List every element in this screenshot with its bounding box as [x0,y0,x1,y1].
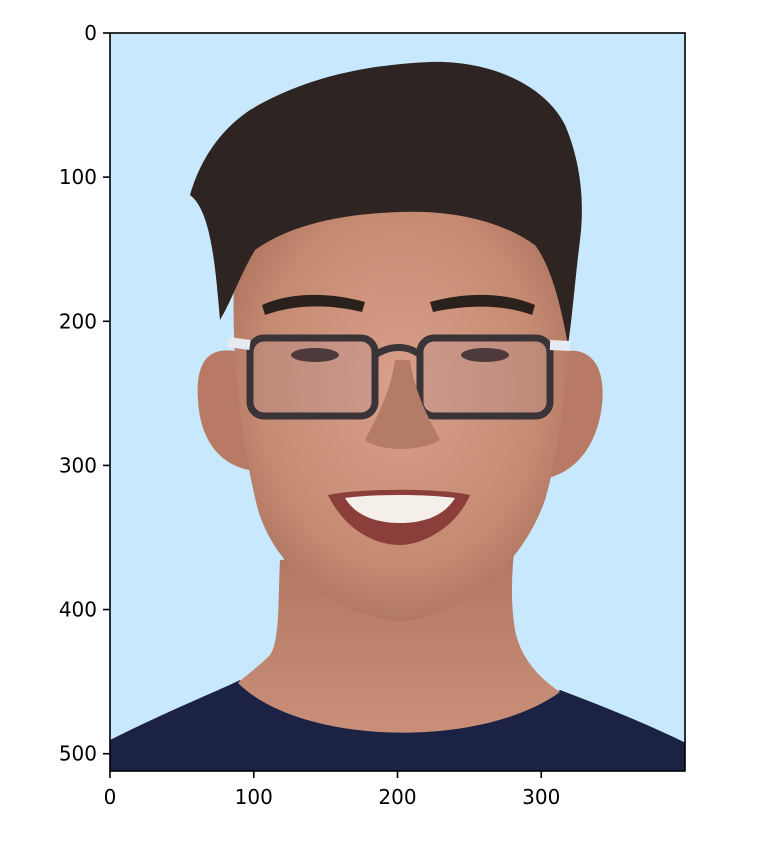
y-tick-label: 100 [59,165,97,189]
x-tick-label: 0 [104,785,117,809]
y-tick-label: 400 [59,598,97,622]
right-eye [461,348,509,362]
y-tick-label: 500 [59,742,97,766]
teeth [345,495,455,523]
left-eyebrow [262,294,365,315]
y-tick-label: 0 [84,21,97,45]
hair [190,61,582,345]
left-eye [291,348,339,362]
x-tick-label: 200 [378,785,416,809]
y-tick-label: 200 [59,309,97,333]
y-tick-label: 300 [59,453,97,477]
portrait-photo [110,33,685,771]
right-eyebrow [430,294,535,315]
axis-ticks: 0 100 200 300 0 100 200 300 400 500 [59,21,561,809]
x-tick-label: 100 [235,785,273,809]
x-tick-label: 300 [522,785,560,809]
glasses [227,334,571,420]
nose [365,360,440,449]
